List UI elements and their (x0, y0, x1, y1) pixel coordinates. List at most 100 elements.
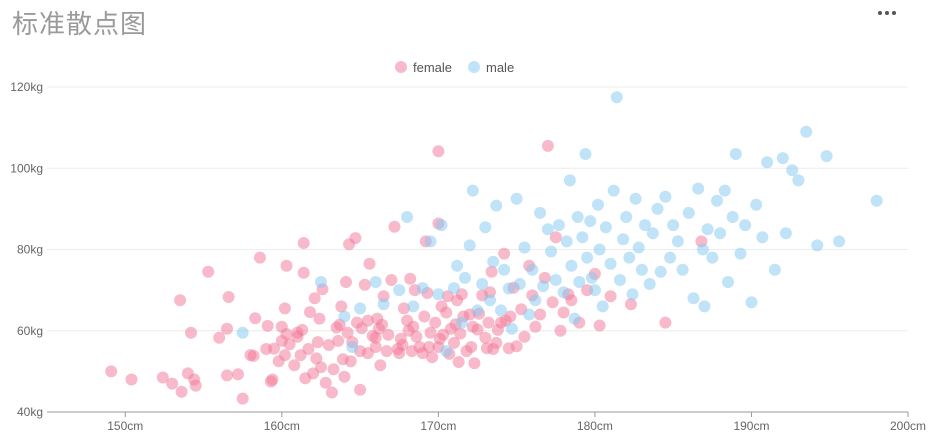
male-point[interactable] (696, 243, 709, 256)
male-point[interactable] (643, 278, 656, 290)
male-point[interactable] (726, 211, 739, 223)
male-point[interactable] (698, 300, 711, 313)
male-point[interactable] (667, 219, 680, 232)
female-point[interactable] (361, 314, 374, 327)
female-point[interactable] (593, 319, 606, 332)
female-point[interactable] (297, 266, 310, 279)
female-point[interactable] (397, 302, 410, 315)
legend-item-male[interactable]: male (468, 60, 514, 75)
male-point[interactable] (490, 199, 503, 212)
male-point[interactable] (463, 239, 476, 252)
female-point[interactable] (490, 336, 503, 349)
female-point[interactable] (546, 296, 559, 309)
female-point[interactable] (541, 139, 554, 152)
male-point[interactable] (369, 276, 382, 288)
male-point[interactable] (671, 235, 684, 248)
female-point[interactable] (268, 342, 280, 355)
male-point[interactable] (541, 223, 554, 236)
male-point[interactable] (471, 304, 484, 317)
female-point[interactable] (335, 300, 348, 313)
female-point[interactable] (213, 331, 226, 344)
male-point[interactable] (820, 150, 833, 163)
female-point[interactable] (236, 392, 249, 405)
male-point[interactable] (626, 288, 639, 301)
male-point[interactable] (718, 184, 731, 197)
female-point[interactable] (624, 298, 637, 311)
female-point[interactable] (156, 371, 169, 384)
male-point[interactable] (565, 259, 578, 272)
female-point[interactable] (313, 312, 326, 325)
female-point[interactable] (380, 345, 393, 358)
male-point[interactable] (498, 263, 511, 276)
female-point[interactable] (304, 306, 316, 319)
male-point[interactable] (576, 231, 589, 244)
female-point[interactable] (266, 373, 279, 386)
male-point[interactable] (614, 274, 626, 286)
female-point[interactable] (310, 352, 323, 365)
female-point[interactable] (529, 320, 542, 333)
male-point[interactable] (526, 263, 539, 276)
female-point[interactable] (202, 265, 215, 278)
female-point[interactable] (659, 316, 672, 329)
male-point[interactable] (563, 174, 576, 187)
male-point[interactable] (523, 308, 536, 321)
male-point[interactable] (756, 231, 769, 244)
female-point[interactable] (452, 356, 465, 368)
male-point[interactable] (692, 182, 705, 195)
male-point[interactable] (722, 276, 734, 288)
male-point[interactable] (510, 192, 523, 205)
female-point[interactable] (448, 336, 460, 349)
male-point[interactable] (487, 255, 500, 268)
male-point[interactable] (588, 284, 601, 297)
male-point[interactable] (745, 296, 758, 309)
male-point[interactable] (761, 156, 774, 169)
female-point[interactable] (253, 251, 266, 264)
female-point[interactable] (344, 355, 357, 368)
male-point[interactable] (776, 152, 789, 165)
female-point[interactable] (426, 351, 439, 364)
female-point[interactable] (482, 316, 495, 329)
male-point[interactable] (424, 235, 437, 248)
female-point[interactable] (189, 379, 202, 392)
female-point[interactable] (175, 385, 188, 398)
female-point[interactable] (296, 323, 309, 336)
male-point[interactable] (432, 288, 445, 301)
female-point[interactable] (410, 330, 423, 343)
male-point[interactable] (315, 276, 327, 288)
male-point[interactable] (779, 227, 792, 240)
male-point[interactable] (571, 211, 584, 223)
female-point[interactable] (319, 376, 332, 389)
female-point[interactable] (185, 326, 197, 339)
female-point[interactable] (311, 336, 324, 349)
male-point[interactable] (377, 298, 390, 311)
female-point[interactable] (369, 331, 382, 344)
male-point[interactable] (549, 274, 562, 286)
male-point[interactable] (513, 278, 526, 290)
female-point[interactable] (278, 349, 291, 362)
female-point[interactable] (174, 294, 187, 307)
female-point[interactable] (396, 339, 409, 351)
female-point[interactable] (369, 341, 382, 353)
female-point[interactable] (221, 369, 233, 382)
male-point[interactable] (476, 278, 489, 290)
female-point[interactable] (404, 272, 417, 285)
female-point[interactable] (471, 323, 484, 336)
male-point[interactable] (617, 233, 630, 246)
male-point[interactable] (596, 300, 609, 313)
male-point[interactable] (518, 241, 531, 254)
female-point[interactable] (510, 340, 523, 353)
male-point[interactable] (401, 211, 414, 223)
female-point[interactable] (432, 145, 445, 158)
female-point[interactable] (261, 319, 274, 332)
male-point[interactable] (451, 259, 464, 272)
male-point[interactable] (607, 184, 620, 197)
female-point[interactable] (349, 232, 362, 245)
legend-item-female[interactable]: female (395, 60, 452, 75)
female-point[interactable] (297, 237, 310, 249)
male-point[interactable] (568, 312, 581, 325)
male-point[interactable] (629, 192, 642, 205)
male-point[interactable] (610, 91, 623, 104)
female-point[interactable] (424, 326, 437, 339)
female-point[interactable] (423, 341, 435, 353)
male-point[interactable] (800, 125, 813, 138)
